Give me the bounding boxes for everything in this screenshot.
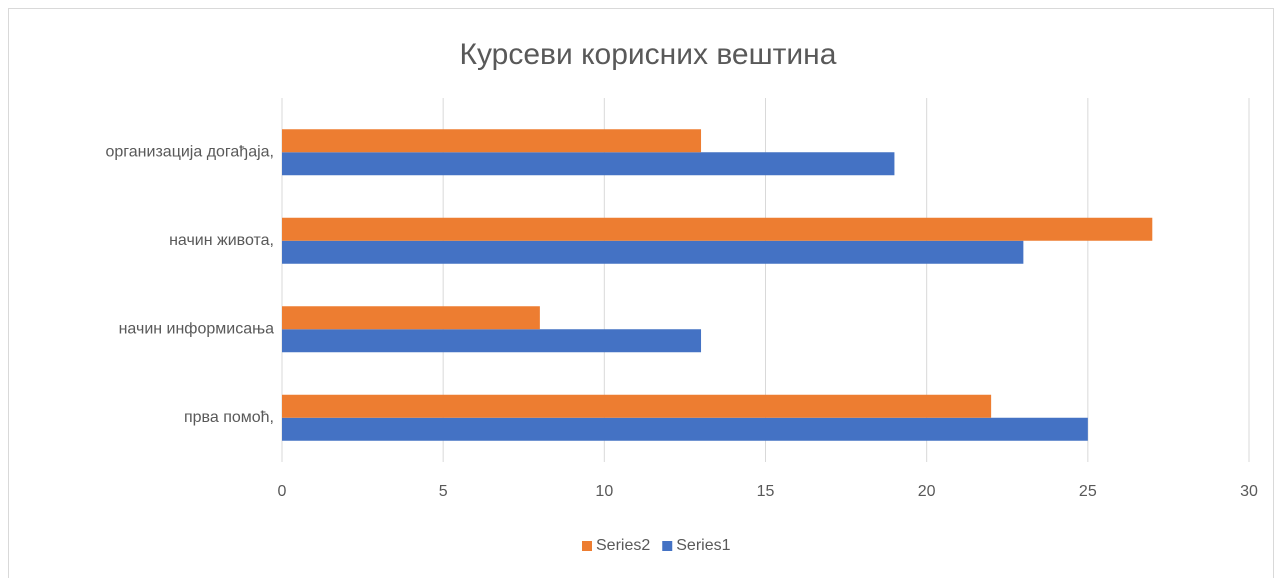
y-tick-label: начин информисања [119, 320, 275, 337]
legend-swatch [662, 541, 673, 551]
x-tick-label: 20 [918, 483, 936, 500]
x-tick-label: 5 [439, 483, 448, 500]
bar [282, 394, 992, 418]
y-tick-label: прва помоћ, [184, 409, 274, 426]
bar [282, 152, 895, 176]
bar [282, 417, 1088, 441]
legend-label: Series2 [596, 537, 650, 554]
x-tick-label: 10 [595, 483, 613, 500]
bar [282, 306, 540, 330]
x-tick-label: 0 [278, 483, 287, 500]
bar [282, 129, 702, 153]
bar [282, 217, 1153, 241]
x-tick-label: 25 [1079, 483, 1097, 500]
bar [282, 240, 1024, 264]
y-tick-label: организација догађаја, [106, 143, 275, 160]
bar [282, 329, 702, 353]
y-tick-label: начин живота, [169, 232, 274, 249]
legend-swatch [582, 541, 592, 551]
chart-border [8, 8, 1274, 579]
x-tick-label: 30 [1240, 483, 1258, 500]
x-tick-label: 15 [757, 483, 775, 500]
chart-title: Курсеви корисних вештина [460, 38, 837, 71]
legend-label: Series1 [676, 537, 730, 554]
